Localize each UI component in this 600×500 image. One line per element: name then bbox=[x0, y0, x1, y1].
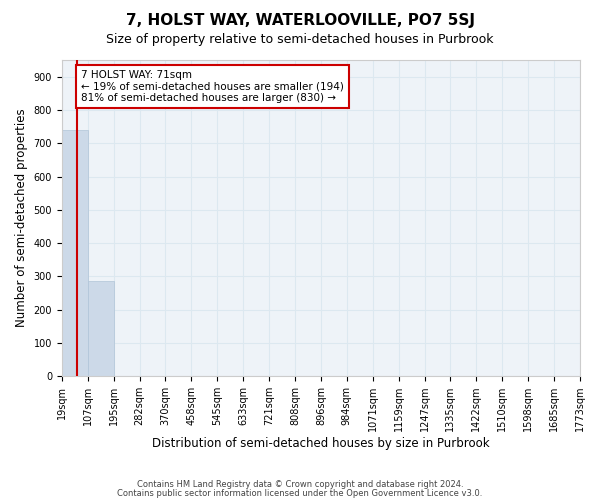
Bar bbox=[62, 130, 88, 376]
Bar bbox=[88, 282, 113, 376]
Text: 7 HOLST WAY: 71sqm
← 19% of semi-detached houses are smaller (194)
81% of semi-d: 7 HOLST WAY: 71sqm ← 19% of semi-detache… bbox=[81, 70, 344, 103]
X-axis label: Distribution of semi-detached houses by size in Purbrook: Distribution of semi-detached houses by … bbox=[152, 437, 490, 450]
Text: Size of property relative to semi-detached houses in Purbrook: Size of property relative to semi-detach… bbox=[106, 32, 494, 46]
Y-axis label: Number of semi-detached properties: Number of semi-detached properties bbox=[15, 109, 28, 328]
Text: Contains HM Land Registry data © Crown copyright and database right 2024.: Contains HM Land Registry data © Crown c… bbox=[137, 480, 463, 489]
Text: 7, HOLST WAY, WATERLOOVILLE, PO7 5SJ: 7, HOLST WAY, WATERLOOVILLE, PO7 5SJ bbox=[125, 12, 475, 28]
Text: Contains public sector information licensed under the Open Government Licence v3: Contains public sector information licen… bbox=[118, 488, 482, 498]
